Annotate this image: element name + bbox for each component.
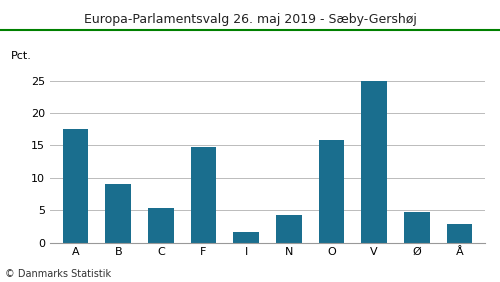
Text: Europa-Parlamentsvalg 26. maj 2019 - Sæby-Gershøj: Europa-Parlamentsvalg 26. maj 2019 - Sæb… [84, 13, 416, 26]
Text: Pct.: Pct. [11, 51, 32, 61]
Bar [190, 147, 216, 243]
Text: © Danmarks Statistik: © Danmarks Statistik [5, 269, 111, 279]
Bar [106, 184, 131, 243]
Bar [63, 129, 88, 243]
Bar [362, 81, 387, 243]
Bar [234, 232, 259, 243]
Bar [404, 212, 429, 243]
Bar [446, 224, 472, 243]
Bar [318, 140, 344, 243]
Bar [148, 208, 174, 243]
Bar [276, 215, 301, 243]
